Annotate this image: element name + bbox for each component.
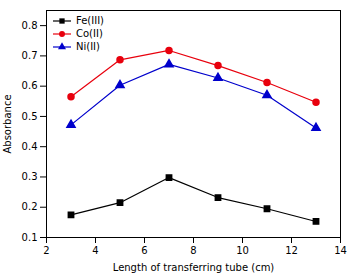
svg-text:0.6: 0.6 xyxy=(22,80,38,91)
svg-text:14: 14 xyxy=(334,245,347,256)
svg-text:2: 2 xyxy=(43,245,49,256)
svg-text:0.2: 0.2 xyxy=(22,201,38,212)
svg-text:Length of transferring tube (c: Length of transferring tube (cm) xyxy=(113,262,275,273)
svg-text:0.8: 0.8 xyxy=(22,20,38,31)
svg-text:0.3: 0.3 xyxy=(22,171,38,182)
svg-text:8: 8 xyxy=(190,245,196,256)
svg-text:0.7: 0.7 xyxy=(22,50,38,61)
svg-text:12: 12 xyxy=(285,245,298,256)
svg-text:6: 6 xyxy=(141,245,147,256)
html-text:Ni(II): Ni(II) xyxy=(76,41,100,52)
html-text:Co(II): Co(II) xyxy=(76,28,103,39)
svg-text:0.5: 0.5 xyxy=(22,111,38,122)
svg-text:4: 4 xyxy=(92,245,98,256)
svg-text:Absorbance: Absorbance xyxy=(2,94,13,153)
svg-text:0.1: 0.1 xyxy=(22,232,38,243)
svg-text:0.4: 0.4 xyxy=(22,141,38,152)
html-text:Fe(III): Fe(III) xyxy=(76,15,104,26)
svg-text:10: 10 xyxy=(236,245,249,256)
